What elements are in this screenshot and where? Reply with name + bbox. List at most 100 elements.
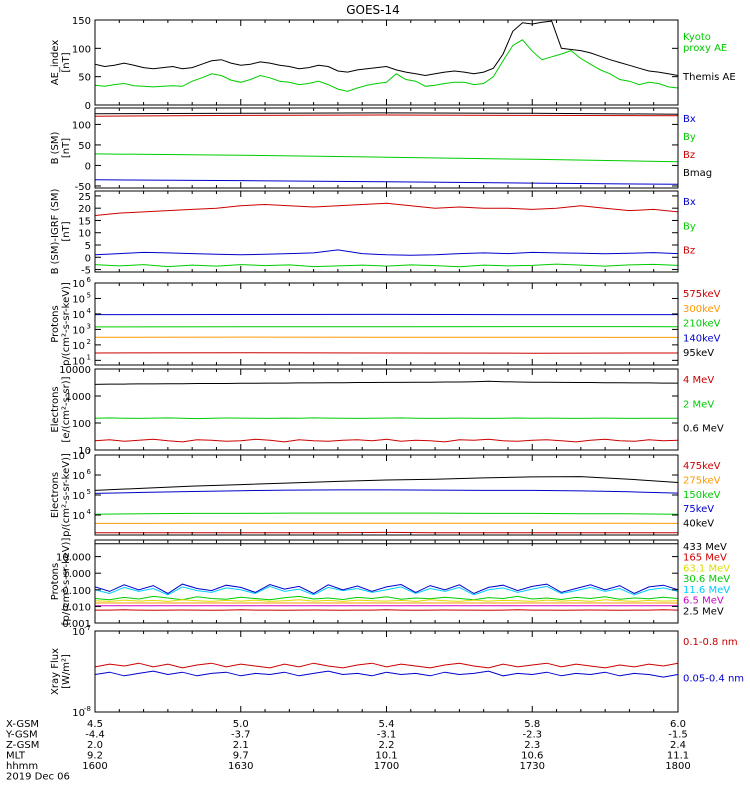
- y-axis-label-bigrf: B (SM)-IGRF (SM)[nT]: [50, 189, 72, 275]
- xaxis-value-x-gsm-1: 5.0: [233, 719, 249, 730]
- legend-proxy-ae: proxy AE: [683, 43, 727, 54]
- series-line-bsm-2: [95, 115, 678, 116]
- y-tick-label-bigrf-0: -5: [81, 266, 91, 277]
- legend-entry-bigrf-1: By: [683, 221, 696, 232]
- series-line-ae-0: [95, 40, 678, 92]
- series-line-ae-1: [95, 21, 678, 75]
- series-line-electrons1-1: [95, 418, 678, 419]
- series-line-bigrf-0: [95, 250, 678, 255]
- series-line-protons2-7: [95, 584, 678, 593]
- y-tick-exp-protons1-2: 3: [87, 322, 91, 330]
- series-line-protons1-1: [95, 353, 678, 354]
- legend-entry-bigrf-2: Bz: [683, 246, 695, 257]
- y-axis-label-bsm: B (SM)[nT]: [50, 131, 72, 164]
- legend-entry-protons1-0: 575keV: [683, 289, 721, 300]
- y-tick-exp-protons1-1: 2: [87, 338, 91, 346]
- series-line-protons2-4: [95, 596, 678, 599]
- panel-protons2: 0.0010.0100.1001.00010.000Protons[p/(cm²…: [50, 538, 730, 630]
- legend-entry-protons2-3: 30.6 MeV: [683, 574, 730, 585]
- series-line-xray-1: [95, 671, 678, 677]
- y-tick-label-bigrf-3: 10: [78, 229, 91, 240]
- y-tick-exp-electrons2-3: 7: [87, 448, 91, 456]
- y-axis-label-ae: AE_index[nT]: [50, 40, 72, 86]
- y-axis-label-line: [nT]: [61, 221, 72, 241]
- legend-themis-ae: Themis AE: [682, 72, 736, 83]
- legend-entry-protons2-2: 63.1 MeV: [683, 563, 730, 574]
- y-tick-label-electrons2-3: 10: [72, 451, 85, 462]
- y-tick-exp-protons1-3: 4: [87, 307, 92, 315]
- y-axis-label-line: Electrons: [50, 472, 61, 518]
- y-axis-label-electrons1: Electrons[e/(cm²-s-sr)]: [50, 376, 72, 442]
- xaxis-value-x-gsm-4: 6.0: [670, 719, 686, 730]
- y-axis-label-line: Protons: [50, 563, 61, 600]
- y-tick-label-protons1-5: 10: [72, 279, 85, 290]
- legend-entry-electrons1-1: 2 MeV: [683, 399, 714, 410]
- xaxis-value-mlt-1: 9.7: [233, 751, 249, 762]
- xaxis-value-mlt-0: 9.2: [87, 751, 103, 762]
- y-tick-label-electrons1-3: 10000: [59, 365, 91, 376]
- xaxis-value-hhmm-2: 1700: [374, 761, 399, 772]
- y-tick-label-electrons2-1: 10: [72, 491, 85, 502]
- y-tick-label-protons1-1: 10: [72, 341, 85, 352]
- legend-entry-protons2-1: 165 MeV: [683, 553, 727, 564]
- y-tick-exp-protons1-4: 5: [87, 291, 91, 299]
- y-tick-exp-protons1-0: 1: [87, 353, 91, 361]
- legend-entry-electrons1-2: 0.6 MeV: [683, 424, 724, 435]
- y-axis-label-line: p/(cm²-s-sr-keV)]: [61, 453, 72, 537]
- y-tick-label-protons1-2: 10: [72, 325, 85, 336]
- y-tick-exp-electrons2-2: 6: [87, 468, 92, 476]
- legend-entry-bsm-2: Bz: [683, 150, 695, 161]
- xaxis-value-mlt-2: 10.1: [375, 751, 397, 762]
- xaxis-value-y-gsm-1: -3.7: [231, 730, 251, 741]
- y-tick-label-bigrf-6: 25: [78, 192, 91, 203]
- legend-entry-protons2-0: 433 MeV: [683, 542, 727, 553]
- plot-title: GOES-14: [346, 3, 400, 17]
- y-tick-label-protons1-3: 10: [72, 310, 85, 321]
- y-tick-label-ae-0: 0: [85, 101, 91, 112]
- xaxis-value-hhmm-1: 1630: [228, 761, 253, 772]
- xaxis-value-x-gsm-2: 5.4: [379, 719, 395, 730]
- xaxis-value-mlt-4: 11.1: [667, 751, 689, 762]
- y-axis-label-line: [p/(cm²-s-sr-keV)]: [61, 538, 72, 626]
- y-tick-label-bigrf-2: 5: [85, 241, 91, 252]
- panel-frame-xray: [95, 631, 678, 712]
- series-line-xray-0: [95, 663, 678, 668]
- y-tick-label-protons1-4: 10: [72, 294, 85, 305]
- y-tick-label-electrons2-0: 10: [72, 511, 85, 522]
- y-tick-label-electrons1-1: 100: [72, 419, 91, 430]
- y-tick-label-bigrf-5: 20: [78, 204, 91, 215]
- panel-frame-electrons1: [95, 369, 678, 450]
- series-line-bsm-1: [95, 154, 678, 162]
- legend-entry-protons2-6: 2.5 MeV: [683, 606, 724, 617]
- y-tick-label-ae-3: 150: [72, 16, 91, 27]
- panel-frame-bsm: [95, 108, 678, 188]
- legend-entry-electrons1-0: 4 MeV: [683, 375, 714, 386]
- xaxis-row-label-x-gsm: X-GSM: [6, 719, 39, 730]
- legend-entry-protons1-2: 210keV: [683, 319, 721, 330]
- xaxis-value-x-gsm-0: 4.5: [87, 719, 103, 730]
- series-line-protons2-5: [95, 600, 678, 602]
- series-line-bigrf-2: [95, 203, 678, 215]
- series-line-protons2-1: [95, 610, 678, 611]
- legend-entry-electrons2-2: 150keV: [683, 490, 721, 501]
- legend-entry-protons1-1: 300keV: [683, 304, 721, 315]
- legend-entry-electrons2-4: 40keV: [683, 519, 714, 530]
- panel-frame-protons2: [95, 540, 678, 623]
- xaxis-value-z-gsm-0: 2.0: [87, 740, 103, 751]
- xaxis-row-label-y-gsm: Y-GSM: [5, 730, 38, 741]
- y-axis-label-line: [nT]: [61, 138, 72, 158]
- y-tick-label-bsm-2: 50: [78, 141, 91, 152]
- legend-entry-bigrf-0: Bx: [683, 197, 696, 208]
- xaxis-value-z-gsm-1: 2.1: [233, 740, 249, 751]
- y-tick-label-bsm-1: 0: [85, 161, 91, 172]
- legend-entry-bsm-3: Bmag: [683, 168, 712, 179]
- xaxis-value-y-gsm-0: -4.4: [85, 730, 105, 741]
- y-axis-label-line: Electrons: [50, 386, 61, 432]
